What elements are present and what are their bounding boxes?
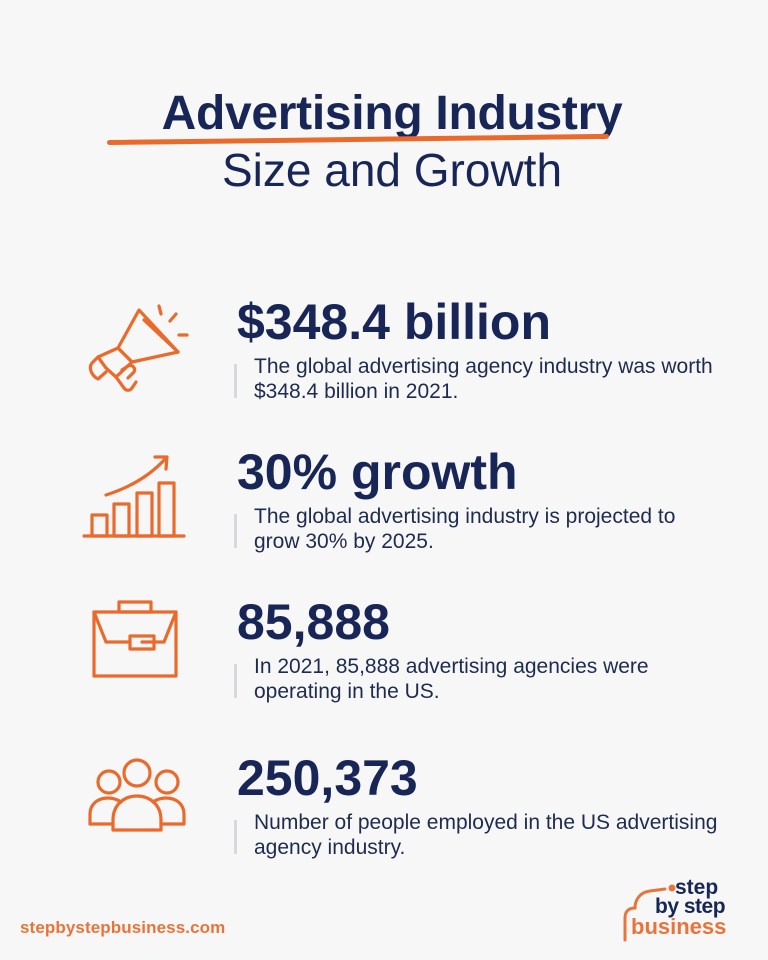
- stat-value: 30% growth: [237, 444, 518, 500]
- page-header: Advertising Industry Size and Growth: [0, 86, 768, 198]
- page-title: Advertising Industry: [161, 87, 623, 140]
- megaphone-icon: [78, 292, 198, 402]
- stat-value: $348.4 billion: [237, 294, 552, 350]
- people-group-icon: [78, 740, 198, 850]
- footer-website-link[interactable]: stepbystepbusiness.com: [20, 918, 226, 937]
- growth-chart-icon: [78, 440, 198, 550]
- description-divider: [234, 514, 237, 548]
- logo-text-business: business: [631, 914, 727, 939]
- page-subtitle: Size and Growth: [221, 144, 563, 196]
- logo-text-step: step: [675, 876, 719, 899]
- stat-value: 85,888: [237, 594, 390, 650]
- stat-value: 250,373: [237, 750, 418, 806]
- stat-description: In 2021, 85,888 advertising agencies wer…: [254, 655, 649, 703]
- stat-item-market-size: $348.4 billion The global advertising ag…: [0, 292, 768, 432]
- stat-description: Number of people employed in the US adve…: [254, 811, 718, 859]
- description-divider: [234, 820, 237, 854]
- brand-logo[interactable]: step by step business: [622, 876, 752, 942]
- stat-description: The global advertising agency industry w…: [254, 355, 713, 403]
- stat-description-block: In 2021, 85,888 advertising agencies wer…: [234, 654, 724, 704]
- stat-description-block: The global advertising agency industry w…: [234, 354, 724, 404]
- logo-arc-icon: [623, 884, 676, 942]
- stat-item-employment: 250,373 Number of people employed in the…: [0, 748, 768, 888]
- logo-text-by-step: by step: [655, 895, 726, 918]
- stat-description-block: Number of people employed in the US adve…: [234, 810, 724, 860]
- stat-item-growth: 30% growth The global advertising indust…: [0, 442, 768, 582]
- stat-description-block: The global advertising industry is proje…: [234, 504, 724, 554]
- stat-item-agencies: 85,888 In 2021, 85,888 advertising agenc…: [0, 592, 768, 732]
- description-divider: [234, 664, 237, 698]
- stat-description: The global advertising industry is proje…: [254, 505, 676, 553]
- briefcase-icon: [78, 584, 198, 694]
- description-divider: [234, 364, 237, 398]
